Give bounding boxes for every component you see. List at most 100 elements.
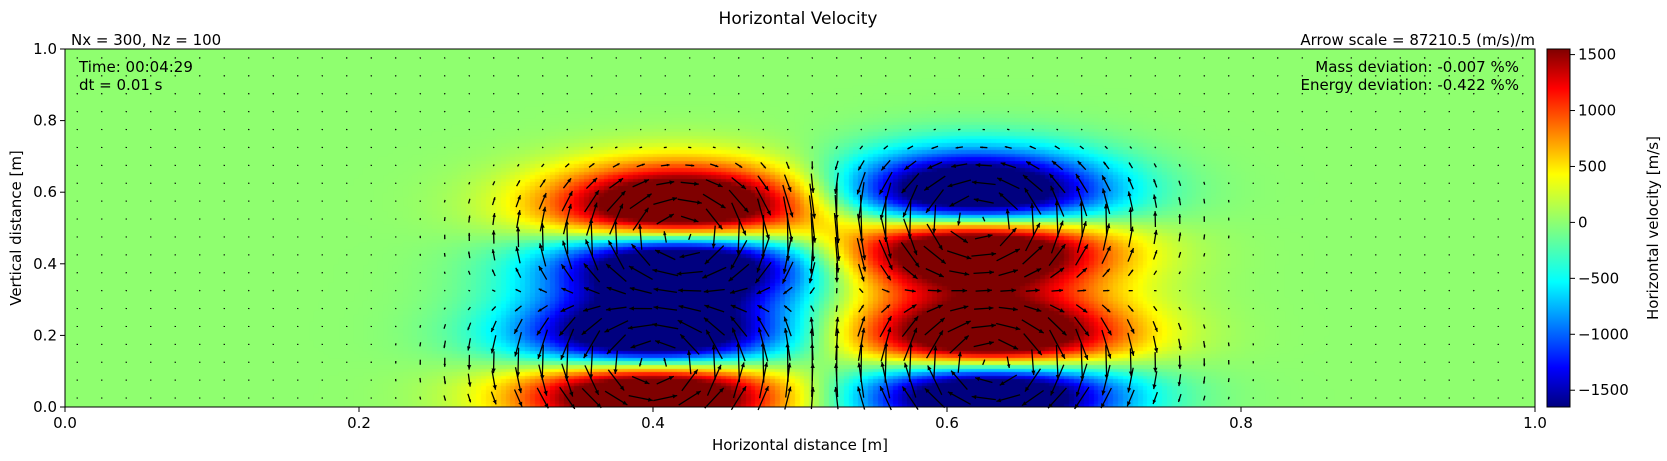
velocity-arrowhead: [1025, 386, 1030, 392]
velocity-arrow: [590, 110, 593, 113]
velocity-arrow: [223, 128, 226, 131]
velocity-arrow: [492, 181, 496, 186]
velocity-arrow: [857, 327, 865, 361]
velocity-arrowhead: [1015, 326, 1021, 331]
x-tick-label: 0.4: [641, 414, 665, 432]
velocity-arrowhead: [1178, 214, 1182, 218]
velocity-arrow: [541, 128, 544, 131]
velocity-arrowhead: [1154, 250, 1158, 254]
velocity-arrow: [859, 145, 864, 150]
velocity-arrowhead: [490, 348, 495, 354]
velocity-arrow: [712, 146, 716, 149]
velocity-arrowhead: [903, 212, 907, 218]
velocity-arrow: [1006, 128, 1010, 131]
velocity-arrow: [860, 110, 863, 113]
velocity-arrow: [345, 146, 348, 149]
velocity-arrow: [762, 341, 765, 383]
velocity-arrow: [933, 128, 936, 131]
velocity-arrow: [590, 128, 593, 131]
velocity-arrowhead: [1075, 391, 1080, 397]
velocity-arrow: [198, 110, 201, 113]
x-axis-ticks: 0.0 0.2 0.4 0.6 0.8 1.0: [53, 407, 1547, 432]
velocity-arrow: [1024, 187, 1042, 215]
colorbar-tick-label: 0: [1578, 213, 1588, 231]
velocity-arrow: [492, 74, 495, 77]
velocity-arrow: [468, 57, 471, 59]
velocity-arrowhead: [785, 256, 791, 261]
velocity-arrow: [1056, 92, 1059, 95]
velocity-arrowhead: [1102, 175, 1107, 181]
velocity-arrow: [1203, 271, 1206, 274]
velocity-arrowhead: [693, 369, 698, 375]
velocity-arrow: [1031, 203, 1035, 235]
velocity-arrow: [1203, 181, 1206, 185]
velocity-arrow: [247, 289, 250, 292]
velocity-arrow: [272, 128, 275, 131]
velocity-arrow: [1374, 92, 1377, 95]
velocity-arrow: [1276, 146, 1279, 149]
velocity-arrowhead: [1029, 146, 1032, 148]
velocity-arrow: [272, 92, 275, 95]
velocity-arrowhead: [886, 275, 891, 281]
velocity-arrowhead: [1049, 173, 1054, 179]
velocity-arrow: [1374, 57, 1377, 59]
velocity-arrowhead: [730, 304, 736, 309]
velocity-arrowhead: [514, 328, 519, 334]
velocity-arrow: [345, 164, 348, 167]
velocity-arrowhead: [955, 146, 959, 149]
velocity-arrow: [100, 110, 103, 113]
velocity-arrow: [639, 146, 643, 149]
velocity-arrowhead: [881, 165, 886, 171]
velocity-arrow: [1105, 203, 1108, 235]
velocity-arrowhead: [810, 291, 813, 294]
velocity-arrow: [982, 216, 986, 222]
velocity-arrowhead: [666, 163, 670, 167]
velocity-arrow: [492, 128, 495, 131]
velocity-arrow: [583, 330, 601, 359]
colorbar-tick-label: 500: [1578, 157, 1607, 175]
velocity-arrowhead: [783, 316, 788, 322]
velocity-arrow: [786, 57, 789, 59]
velocity-arrow: [1178, 306, 1182, 311]
velocity-arrow: [1203, 128, 1206, 131]
velocity-arrowhead: [933, 345, 938, 351]
velocity-arrow: [1153, 163, 1157, 168]
velocity-arrow: [174, 128, 177, 131]
velocity-arrowhead: [927, 164, 933, 169]
velocity-arrowhead: [886, 304, 891, 309]
velocity-arrow: [517, 347, 520, 377]
velocity-arrow: [1050, 185, 1065, 217]
velocity-arrow: [880, 327, 892, 362]
velocity-arrowhead: [988, 341, 994, 346]
velocity-arrowhead: [835, 291, 838, 294]
velocity-arrowhead: [1084, 354, 1089, 360]
velocity-arrow: [394, 92, 397, 95]
velocity-arrowhead: [561, 264, 566, 270]
velocity-arrowhead: [687, 350, 692, 355]
velocity-arrow: [782, 196, 793, 242]
velocity-arrow: [419, 57, 422, 59]
velocity-arrowhead: [1023, 175, 1028, 180]
velocity-arrow: [857, 182, 865, 221]
velocity-arrow: [762, 214, 765, 259]
velocity-arrow: [835, 92, 838, 95]
velocity-arrowhead: [787, 166, 790, 169]
velocity-arrowhead: [741, 184, 746, 189]
velocity-arrowhead: [1013, 269, 1018, 274]
velocity-arrow: [811, 57, 814, 59]
velocity-arrow: [443, 217, 446, 222]
velocity-arrow: [1252, 92, 1255, 95]
velocity-arrow: [394, 74, 397, 77]
velocity-arrow: [1350, 75, 1353, 77]
velocity-arrow: [1203, 92, 1206, 95]
velocity-arrowhead: [1075, 173, 1081, 179]
velocity-arrowhead: [443, 363, 447, 367]
velocity-arrow: [541, 344, 544, 380]
velocity-arrowhead: [1178, 399, 1181, 402]
velocity-arrow: [1325, 128, 1328, 131]
velocity-arrow: [606, 190, 626, 212]
velocity-arrowhead: [717, 183, 723, 187]
velocity-arrow: [1497, 289, 1500, 292]
velocity-arrow: [517, 128, 520, 131]
velocity-arrowhead: [861, 290, 864, 293]
